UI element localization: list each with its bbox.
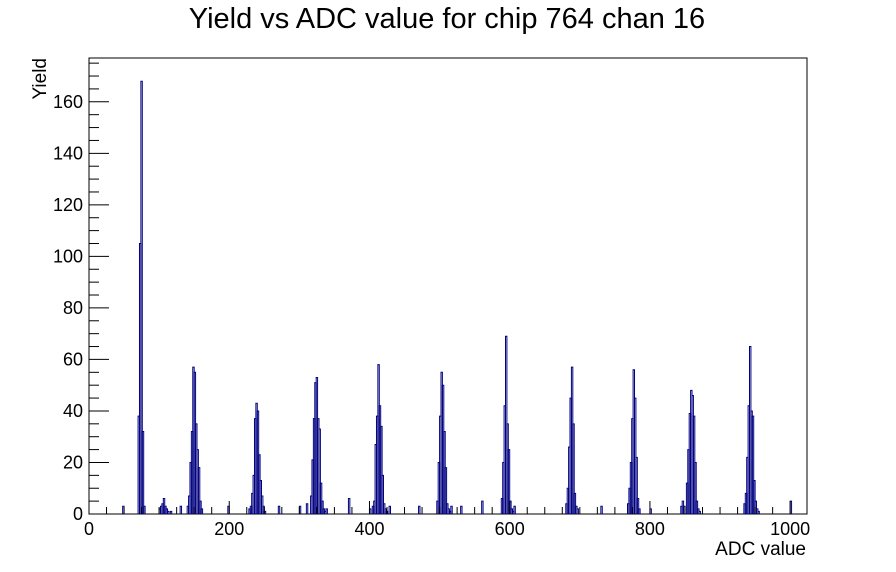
histogram-bars [122, 80, 793, 514]
histogram-bin [167, 510, 170, 514]
x-axis-label: ADC value [715, 539, 806, 560]
histogram-bin [751, 415, 755, 514]
histogram-bin [140, 80, 143, 514]
histogram-bin [305, 503, 309, 514]
histogram-bin [460, 505, 463, 514]
histogram-bin [513, 505, 516, 514]
x-tick-label: 400 [354, 519, 384, 539]
chart-title: Yield vs ADC value for chip 764 chan 16 [189, 3, 705, 35]
x-axis: 0 200 400 600 800 1000 [84, 501, 810, 539]
histogram-bin [141, 431, 145, 514]
x-tick-label: 1000 [770, 519, 810, 539]
histogram-bin [573, 492, 577, 514]
x-tick-label: 0 [84, 519, 94, 539]
histogram-bin [388, 505, 391, 514]
y-tick-label: 160 [53, 92, 83, 112]
y-tick-label: 20 [63, 452, 83, 472]
histogram-bin [197, 467, 201, 514]
y-tick-label: 140 [53, 143, 83, 163]
histogram-bin [634, 397, 637, 514]
y-tick-label: 60 [63, 349, 83, 369]
histogram-bin [321, 500, 324, 514]
histogram-bin [179, 505, 183, 514]
y-tick-label: 0 [73, 504, 83, 524]
y-tick-label: 100 [53, 246, 83, 266]
histogram-bin [260, 495, 264, 514]
histogram-bin [757, 510, 760, 514]
histogram-bin [753, 480, 756, 514]
histogram-bin [576, 508, 579, 514]
y-tick-label: 40 [63, 401, 83, 421]
histogram-bin [169, 510, 173, 514]
x-tick-label: 200 [214, 519, 244, 539]
histogram-bin [277, 505, 281, 514]
x-tick-label: 600 [495, 519, 525, 539]
histogram-bin [698, 510, 701, 514]
y-tick-label: 80 [63, 298, 83, 318]
histogram-bin [572, 423, 575, 514]
histogram-bin [200, 508, 204, 514]
histogram-bin [318, 428, 321, 514]
histogram-bin [143, 505, 146, 514]
histogram-bin [199, 500, 202, 514]
histogram-bin [507, 449, 511, 514]
histogram-bin [481, 500, 484, 514]
histogram-bin [418, 505, 421, 514]
histogram-bin [600, 505, 603, 514]
histogram-bin [325, 508, 328, 514]
histogram-bin [694, 461, 697, 514]
histogram-bin [380, 425, 383, 514]
histogram-bin [695, 500, 699, 514]
y-axis-label: Yield [30, 58, 51, 100]
x-tick-label: 800 [635, 519, 665, 539]
histogram-bin [381, 474, 384, 514]
histogram-bin [638, 508, 641, 514]
histogram-bin [636, 498, 640, 514]
histogram-bin [347, 498, 351, 514]
y-axis: 0 20 40 60 80 100 120 140 160 [53, 62, 109, 524]
histogram-bin [444, 467, 448, 514]
histogram-bin [635, 456, 638, 514]
histogram-bin [450, 505, 453, 514]
y-tick-label: 120 [53, 195, 83, 215]
histogram-bin [319, 482, 323, 514]
